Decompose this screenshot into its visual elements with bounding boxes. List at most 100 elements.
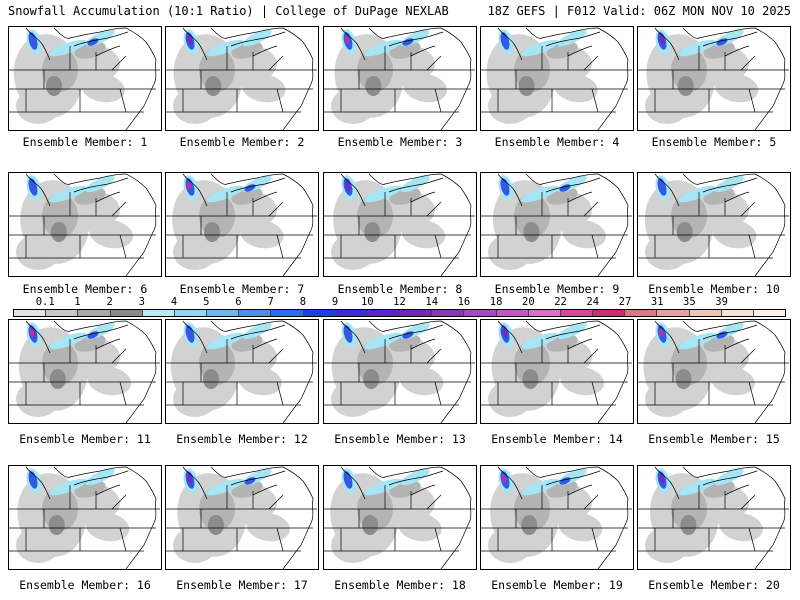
colorbar-segment (625, 310, 658, 316)
border-line (25, 466, 51, 500)
border-line (210, 466, 284, 478)
member-map (8, 465, 162, 570)
snow-contour (363, 369, 380, 389)
member-caption: Ensemble Member: 20 (637, 578, 791, 592)
snow-band-max (501, 475, 507, 483)
colorbar-segment (207, 310, 240, 316)
border-line (111, 55, 127, 71)
ensemble-member-panel: Ensemble Member: 18 (323, 465, 477, 594)
border-line (252, 338, 278, 350)
snow-band (521, 185, 559, 203)
border-line (252, 45, 278, 57)
member-map (637, 319, 791, 424)
border-line (282, 320, 314, 424)
member-caption-prefix: Ensemble Member: (651, 135, 763, 149)
state-borders (480, 173, 632, 277)
member-caption: Ensemble Member: 13 (323, 432, 477, 446)
snow-band-max (187, 35, 193, 45)
state-borders (323, 466, 475, 570)
colorbar-label: 3 (138, 296, 145, 308)
colorbar-segment (239, 310, 272, 316)
ensemble-member-panel: Ensemble Member: 19 (480, 465, 634, 594)
border-line (583, 494, 599, 510)
snow-contour (645, 527, 689, 563)
border-line (754, 27, 786, 131)
snow-contour (173, 234, 217, 270)
member-number: 19 (602, 578, 623, 592)
snow-band (206, 39, 244, 57)
member-map (480, 172, 634, 277)
border-line (368, 27, 442, 39)
snowfall-shading (16, 322, 132, 417)
border-line (252, 191, 278, 203)
member-caption-prefix: Ensemble Member: (19, 578, 130, 592)
border-line (95, 191, 121, 203)
snow-band (557, 322, 587, 340)
member-caption-prefix: Ensemble Member: (648, 282, 759, 296)
border-line (119, 527, 127, 552)
colorbar-segment (528, 310, 561, 316)
member-map (8, 319, 162, 424)
member-map (637, 26, 791, 131)
border-line (682, 173, 756, 185)
border-line (182, 466, 208, 500)
border-line (591, 234, 599, 259)
border-line (591, 527, 599, 552)
member-number: 6 (133, 282, 148, 296)
member-caption-prefix: Ensemble Member: (19, 432, 130, 446)
state-borders (165, 320, 317, 424)
border-line (282, 173, 314, 277)
border-line (724, 191, 750, 203)
border-line (340, 27, 366, 61)
member-map (8, 172, 162, 277)
border-line (434, 527, 442, 552)
member-caption: Ensemble Member: 6 (8, 282, 162, 296)
border-line (119, 234, 127, 259)
member-caption-prefix: Ensemble Member: (494, 135, 606, 149)
snow-contour (560, 366, 605, 396)
border-line (182, 27, 208, 61)
border-line (73, 177, 129, 193)
snow-contour (203, 369, 219, 389)
snow-contour (518, 76, 535, 96)
border-line (740, 201, 756, 217)
member-map (323, 319, 477, 424)
member-number: 2 (290, 135, 305, 149)
border-line (388, 470, 444, 486)
state-borders (637, 173, 789, 277)
snowfall-shading (645, 468, 763, 563)
member-number: 7 (290, 282, 305, 296)
snow-contour (712, 219, 757, 249)
ensemble-member-panel: Ensemble Member: 8 (323, 172, 477, 298)
border-line (276, 381, 284, 406)
border-line (282, 466, 314, 570)
snow-band-max (502, 328, 508, 338)
snowfall-shading (488, 175, 606, 270)
snow-band-max (659, 35, 665, 45)
border-line (525, 173, 599, 185)
member-caption: Ensemble Member: 1 (8, 135, 162, 149)
member-caption: Ensemble Member: 11 (8, 432, 162, 446)
member-number: 14 (602, 432, 623, 446)
colorbar-label: 6 (235, 296, 242, 308)
colorbar-label: 4 (170, 296, 178, 308)
snowfall-shading (331, 29, 448, 124)
snowfall-shading (16, 175, 133, 270)
ensemble-member-panel: Ensemble Member: 3 (323, 26, 477, 151)
border-line (748, 381, 756, 406)
member-map (8, 26, 162, 131)
border-line (111, 494, 127, 510)
member-caption-prefix: Ensemble Member: (176, 578, 287, 592)
run-info: 18Z GEFS | F012 Valid: 06Z MON NOV 10 20… (487, 4, 791, 18)
snow-contour (562, 219, 606, 249)
member-number: 17 (287, 578, 308, 592)
ensemble-member-panel: Ensemble Member: 16 (8, 465, 162, 594)
border-line (282, 27, 314, 131)
snow-band (242, 322, 272, 340)
snow-band (49, 39, 87, 57)
colorbar-segment (303, 310, 336, 316)
snowfall-shading (644, 175, 757, 270)
border-line (754, 466, 786, 570)
snow-contour (331, 381, 375, 417)
member-caption: Ensemble Member: 9 (480, 282, 634, 296)
